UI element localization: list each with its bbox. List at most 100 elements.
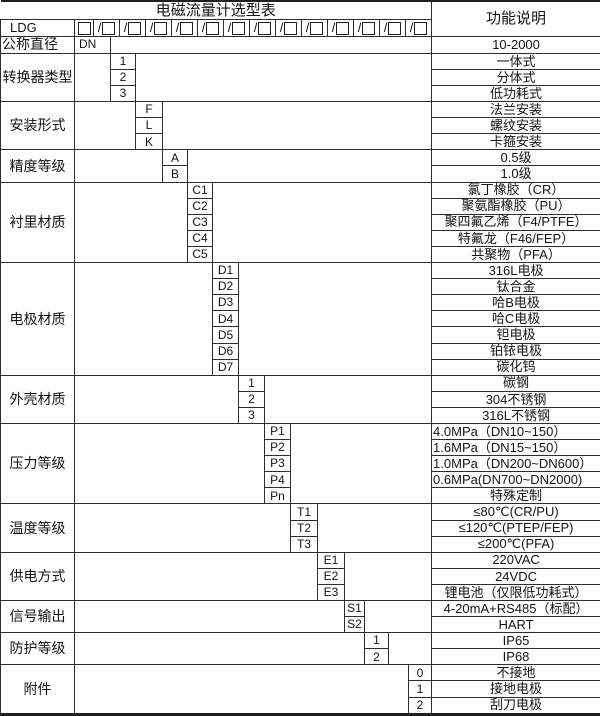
empty-code-box-icon xyxy=(284,21,298,35)
group-label: 信号输出 xyxy=(0,599,75,634)
code-cell: E1 xyxy=(317,551,345,569)
option-row: C2 聚氨酯橡胶（PU） xyxy=(1,197,600,215)
model-code-box: / xyxy=(146,20,172,36)
group-label: 附件 xyxy=(0,664,75,715)
option-row: 安装形式 F 法兰安装 xyxy=(0,101,600,151)
function-description-value: 316L不锈钢 xyxy=(431,406,600,424)
slash-separator: / xyxy=(357,20,362,36)
group-label: 防护等级 xyxy=(0,632,75,666)
code-cell: F xyxy=(135,101,163,119)
code-cell: D1 xyxy=(212,262,239,280)
code-cell: B xyxy=(162,165,188,183)
code-cell: E2 xyxy=(317,567,345,585)
code-cell: C5 xyxy=(187,245,213,264)
table-title: 电磁流量计选型表 xyxy=(0,0,433,21)
function-description-value: 一体式 xyxy=(431,52,600,70)
option-row: 2 刮刀电极 xyxy=(1,696,600,716)
code-cell: 2 xyxy=(407,696,433,716)
function-description-value: 316L电极 xyxy=(431,262,600,280)
code-cell: C2 xyxy=(187,197,213,215)
code-cell: D2 xyxy=(212,278,239,296)
empty-code-box-icon xyxy=(154,21,168,35)
function-description-value: IP68 xyxy=(431,648,600,666)
empty-region xyxy=(74,374,239,424)
model-code-box: / xyxy=(354,20,380,36)
code-cell: P3 xyxy=(264,455,291,473)
empty-region xyxy=(343,551,433,602)
function-description-value: 0.5级 xyxy=(431,149,600,167)
function-description-value: ≤80℃(CR/PU) xyxy=(431,503,600,521)
function-description-value: 0.6MPa(DN700~DN2000) xyxy=(431,471,600,489)
empty-code-box-icon xyxy=(206,21,220,35)
model-code-box xyxy=(76,20,94,36)
option-row: D3 哈B电极 xyxy=(1,294,600,312)
slash-separator: / xyxy=(201,20,206,36)
group-label: 衬里材质 xyxy=(0,181,75,264)
empty-code-box-icon xyxy=(336,21,350,35)
model-code-box: / xyxy=(198,20,224,36)
empty-code-box-icon xyxy=(77,21,91,35)
code-cell: D7 xyxy=(212,358,239,376)
option-row: E3 锂电池（仅限低功耗式） xyxy=(1,583,600,602)
function-description-value: ≤200℃(PFA) xyxy=(431,535,600,553)
model-code-row: LDG / / / / / / / / / / / / / xyxy=(0,19,600,37)
model-code-box: / xyxy=(250,20,276,36)
empty-region xyxy=(387,632,433,666)
function-description-value: 特殊定制 xyxy=(431,487,600,505)
empty-region xyxy=(74,149,163,183)
model-prefix: LDG xyxy=(0,19,75,37)
function-description-value: 法兰安装 xyxy=(431,101,600,119)
slash-separator: / xyxy=(123,20,128,36)
empty-region xyxy=(134,52,433,103)
function-description-value: 不接地 xyxy=(431,664,600,682)
code-cell: 1 xyxy=(364,632,389,650)
code-cell: 1 xyxy=(238,374,265,392)
function-description-value: 刮刀电极 xyxy=(431,696,600,716)
code-cell: T3 xyxy=(290,535,318,553)
option-row: Pn 特殊定制 xyxy=(1,487,600,505)
function-description-value: 氯丁橡胶（CR） xyxy=(431,181,600,199)
empty-region xyxy=(289,422,433,505)
group-label: 电极材质 xyxy=(0,262,75,376)
option-row: 电极材质 D1 316L电极 xyxy=(0,262,600,376)
code-cell: 2 xyxy=(238,390,265,408)
empty-region xyxy=(74,181,188,264)
empty-region xyxy=(74,52,111,103)
empty-region xyxy=(211,181,433,264)
group-label: 转换器类型 xyxy=(0,52,75,103)
empty-region xyxy=(263,374,433,424)
option-row: D7 碳化钨 xyxy=(1,358,600,376)
empty-code-box-icon xyxy=(128,21,142,35)
empty-region xyxy=(316,503,433,553)
function-description-value: 钽电极 xyxy=(431,326,600,344)
code-cell: C4 xyxy=(187,229,213,247)
model-code-box: / xyxy=(406,21,431,35)
empty-region xyxy=(74,599,345,634)
empty-code-box-icon xyxy=(102,21,116,35)
function-description-value: 特氟龙（F46/FEP） xyxy=(431,229,600,247)
code-cell: S1 xyxy=(344,599,365,618)
empty-code-box-icon xyxy=(362,21,376,35)
group-label: 安装形式 xyxy=(0,101,75,151)
empty-region xyxy=(109,35,433,54)
code-cell: P1 xyxy=(264,422,291,441)
code-cell: Pn xyxy=(264,487,291,505)
group-label: 外壳材质 xyxy=(0,374,75,424)
code-cell: D3 xyxy=(212,294,239,312)
option-row: 信号输出 S1 4-20mA+RS485（标配） xyxy=(0,599,600,634)
option-row: P4 0.6MPa(DN700~DN2000) xyxy=(1,471,600,489)
empty-code-box-icon xyxy=(232,21,246,35)
model-code-boxes-cell: / / / / / / / / / / / / / xyxy=(73,19,433,37)
model-code-box: / xyxy=(302,20,328,36)
code-cell: K xyxy=(135,133,163,151)
function-description-value: 螺纹安装 xyxy=(431,117,600,135)
group-label: 压力等级 xyxy=(0,422,75,505)
function-description-value: 1.0级 xyxy=(431,165,600,183)
option-row: 附件 0 不接地 xyxy=(0,664,600,715)
code-cell: A xyxy=(162,149,188,167)
empty-region xyxy=(74,551,318,602)
option-row: D6 铂铱电极 xyxy=(1,342,600,360)
code-cell: P4 xyxy=(264,471,291,489)
